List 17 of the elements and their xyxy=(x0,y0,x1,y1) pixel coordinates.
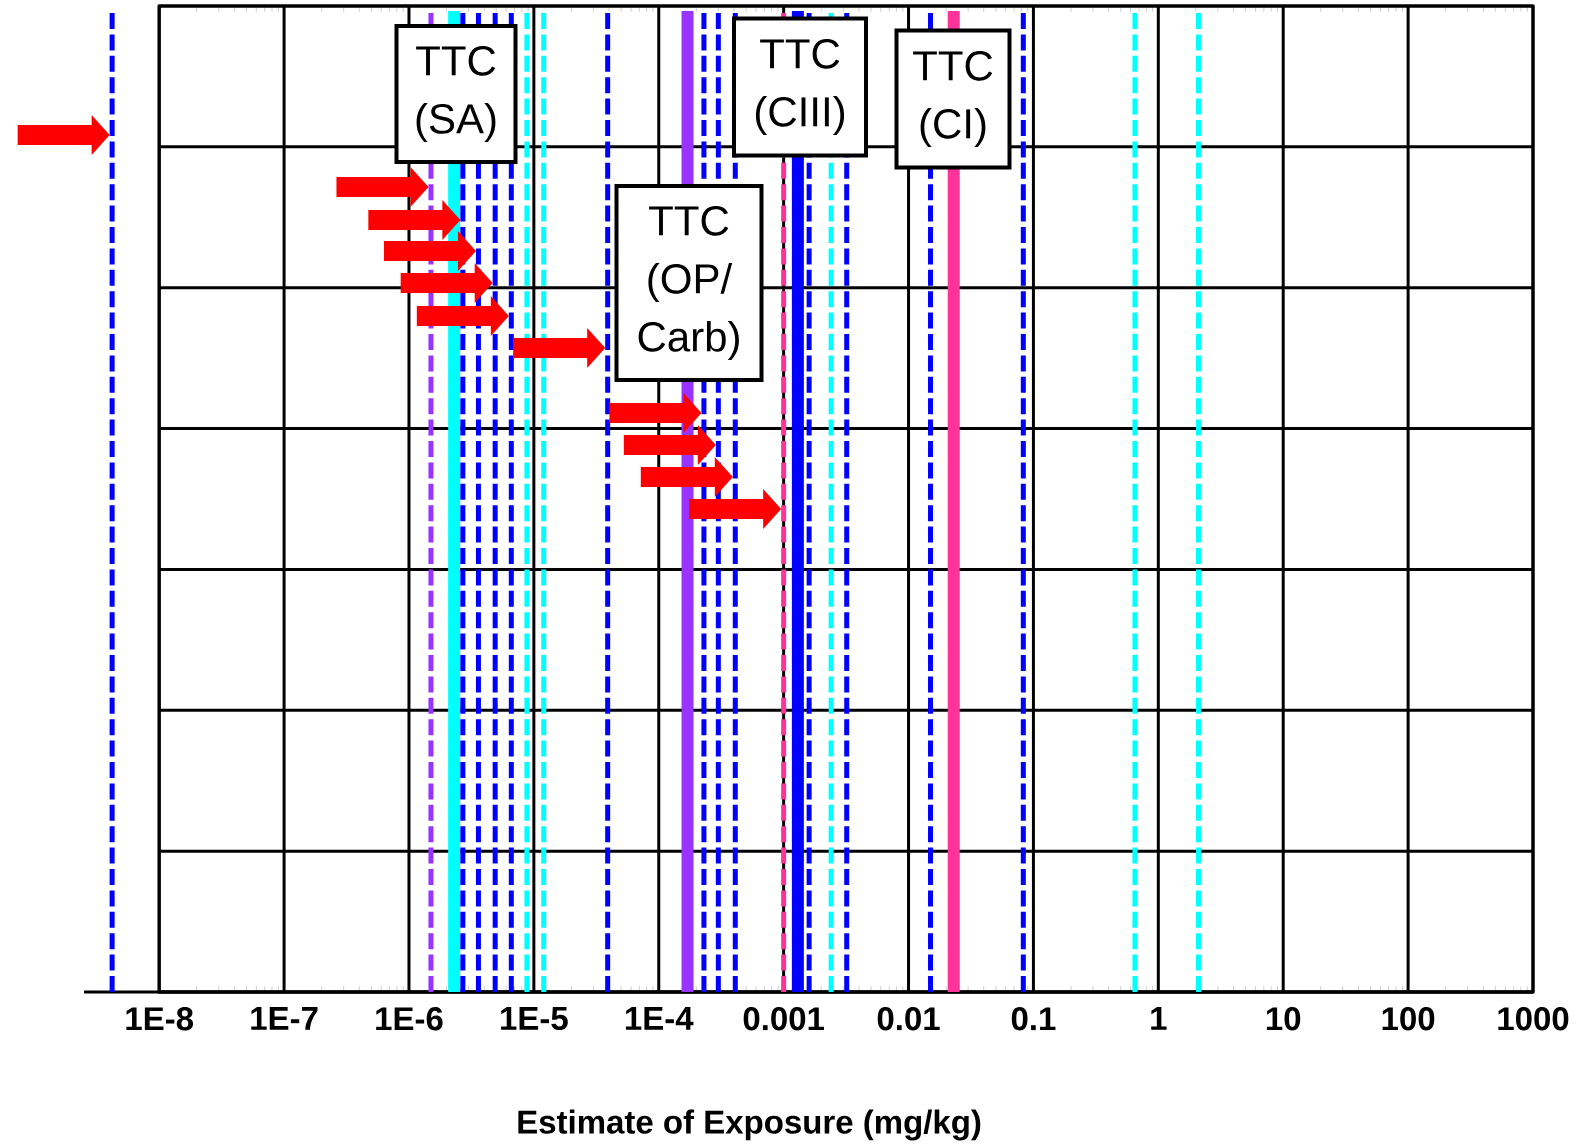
x-tick-label: 0.001 xyxy=(743,1007,825,1031)
x-tick-label: 1E-5 xyxy=(501,1007,568,1031)
x-tick-label: 1E-6 xyxy=(376,1007,443,1031)
annotation: TTC (CIII) xyxy=(755,38,845,135)
annotation: TTC (OP/ Carb) xyxy=(638,205,739,360)
x-tick-label: 0.01 xyxy=(877,1007,940,1031)
x-tick-label: 1E-4 xyxy=(625,1007,694,1030)
x-tick-label: 1E-7 xyxy=(251,1007,318,1030)
x-tick-label: 1000 xyxy=(1498,1007,1569,1031)
annotation: TTC (SA) xyxy=(416,45,496,142)
x-tick-label: 1E-8 xyxy=(126,1007,194,1031)
x-tick-label: 1 xyxy=(1151,1007,1167,1030)
x-tick-label: 100 xyxy=(1382,1007,1435,1031)
x-tick-label: 0.1 xyxy=(1011,1007,1056,1031)
annotation: TTC (CI) xyxy=(913,50,993,147)
x-tick-label: 10 xyxy=(1266,1007,1301,1031)
x-axis-title: Estimate of Exposure (mg/kg) xyxy=(518,1109,981,1141)
